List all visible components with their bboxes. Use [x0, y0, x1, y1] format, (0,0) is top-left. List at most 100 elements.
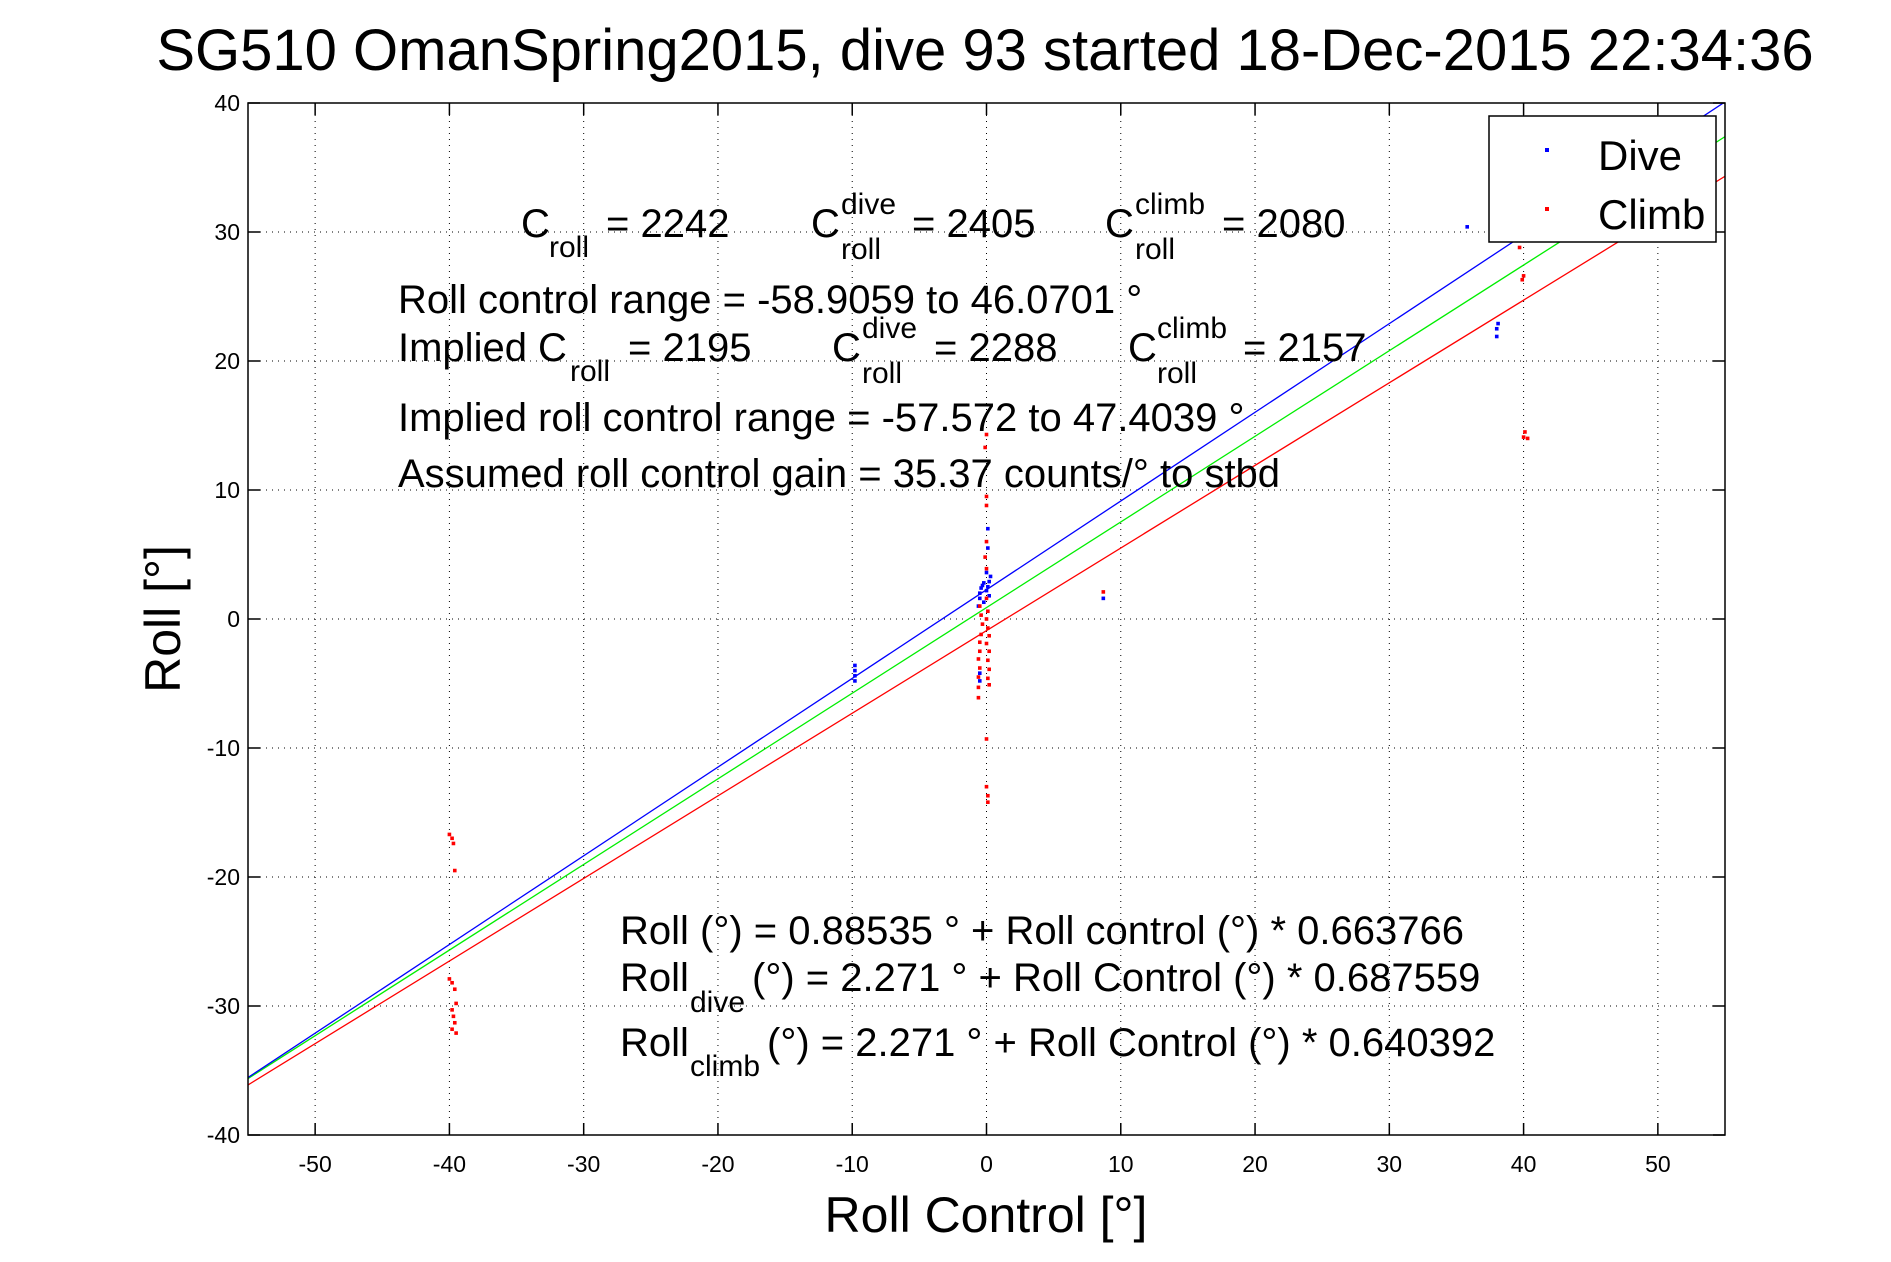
data-point-dive — [853, 668, 857, 673]
y-tick-label: -10 — [207, 735, 240, 761]
data-point-climb — [1521, 435, 1526, 439]
fit-dive-rest: (°) = 2.271 ° + Roll Control (°) * 0.687… — [752, 956, 1480, 1000]
data-point-climb — [450, 836, 454, 841]
x-tick-label: -30 — [567, 1151, 600, 1177]
implied-c-climb-value: = 2157 — [1243, 326, 1366, 370]
implied-c-dive-annotation: C dive roll = 2288 — [832, 312, 1057, 390]
y-tick-label: 20 — [214, 348, 240, 374]
x-tick-label: -20 — [701, 1151, 734, 1177]
data-point-dive — [982, 581, 986, 585]
data-point-climb — [977, 666, 982, 670]
implied-c-roll-value: = 2195 — [628, 326, 751, 370]
data-point-climb — [987, 649, 991, 654]
data-point-dive — [853, 673, 857, 678]
fit-climb-sub: climb — [690, 1050, 760, 1083]
data-point-dive — [987, 593, 991, 598]
data-point-climb — [452, 987, 457, 992]
data-point-climb — [986, 658, 990, 663]
c-roll-dive-sup: dive — [841, 188, 896, 221]
data-point-climb — [984, 737, 989, 741]
data-point-climb — [977, 649, 982, 654]
c-roll-dive-sub: roll — [841, 233, 881, 266]
data-point-climb — [976, 695, 981, 700]
c-roll-climb-base: C — [1105, 202, 1134, 246]
c-roll-annotation: C roll = 2242 — [521, 202, 729, 264]
data-point-dive — [979, 586, 983, 590]
data-point-climb — [447, 977, 452, 981]
implied-c-dive-value: = 2288 — [934, 326, 1057, 370]
c-roll-dive-annotation: C dive roll = 2405 — [811, 188, 1035, 266]
data-point-climb — [452, 1020, 457, 1025]
data-point-climb — [984, 784, 989, 789]
data-point-dive — [1101, 596, 1106, 601]
c-roll-climb-annotation: C climb roll = 2080 — [1105, 188, 1345, 266]
data-point-climb — [1101, 590, 1106, 594]
x-tick-label: 40 — [1511, 1151, 1537, 1177]
data-point-dive — [853, 663, 857, 668]
data-point-climb — [984, 539, 989, 544]
y-tick-label: -40 — [207, 1122, 240, 1148]
legend-marker-dive — [1545, 148, 1549, 152]
data-point-climb — [1520, 277, 1525, 282]
data-point-climb — [452, 868, 457, 873]
x-tick-label: -40 — [433, 1151, 466, 1177]
c-roll-dive-value: = 2405 — [912, 202, 1035, 246]
y-tick-label: 30 — [214, 219, 240, 245]
legend-label-climb: Climb — [1598, 191, 1705, 238]
data-point-climb — [980, 622, 985, 626]
data-point-climb — [450, 980, 454, 985]
data-point-dive — [977, 596, 982, 601]
implied-c-annotation: Implied C roll = 2195 — [398, 326, 751, 388]
fit-dive-prefix: Roll — [620, 956, 689, 1000]
data-point-climb — [976, 685, 981, 690]
fit-equation-all: Roll (°) = 0.88535 ° + Roll control (°) … — [620, 909, 1464, 953]
legend-label-dive: Dive — [1598, 132, 1682, 179]
data-point-dive — [853, 679, 857, 683]
data-point-climb — [986, 793, 990, 798]
data-point-dive — [986, 526, 990, 531]
data-point-climb — [979, 632, 983, 637]
x-tick-label: 10 — [1108, 1151, 1134, 1177]
y-tick-label: 40 — [214, 90, 240, 116]
implied-c-dive-base: C — [832, 326, 861, 370]
assumed-gain: Assumed roll control gain = 35.37 counts… — [398, 452, 1280, 496]
data-point-dive — [977, 671, 982, 675]
y-tick-label: -20 — [207, 864, 240, 890]
data-point-dive — [984, 588, 989, 593]
y-axis-label: Roll [°] — [135, 545, 191, 693]
data-point-dive — [986, 584, 990, 589]
x-tick-label: -50 — [299, 1151, 332, 1177]
y-tick-label: 10 — [214, 477, 240, 503]
data-point-climb — [979, 613, 983, 617]
fit-equation-climb: Roll climb (°) = 2.271 ° + Roll Control … — [620, 1021, 1495, 1083]
fit-dive-sub: dive — [690, 986, 745, 1019]
x-tick-label: 30 — [1377, 1151, 1403, 1177]
data-point-dive — [980, 583, 985, 588]
data-point-climb — [987, 682, 991, 687]
y-tick-labels: -40 -30 -20 -10 0 10 20 30 40 — [207, 90, 240, 1148]
x-tick-label: 0 — [980, 1151, 993, 1177]
data-point-dive — [982, 600, 986, 605]
data-point-climb — [984, 566, 989, 571]
c-roll-climb-sup: climb — [1135, 188, 1205, 221]
implied-c-dive-sup: dive — [862, 312, 917, 345]
data-point-dive — [1465, 225, 1469, 229]
c-roll-dive-base: C — [811, 202, 840, 246]
data-point-climb — [977, 604, 982, 608]
implied-c-climb-sub: roll — [1157, 357, 1197, 390]
data-point-dive — [988, 574, 993, 579]
data-point-climb — [1521, 274, 1526, 278]
data-point-climb — [976, 675, 981, 679]
legend: Dive Climb — [1488, 115, 1717, 243]
c-roll-climb-value: = 2080 — [1222, 202, 1345, 246]
data-point-climb — [984, 596, 989, 601]
data-point-climb — [450, 1027, 454, 1032]
data-point-climb — [986, 626, 990, 630]
data-point-climb — [447, 832, 452, 837]
implied-c-dive-sub: roll — [862, 357, 902, 390]
data-point-dive — [977, 591, 982, 595]
data-point-climb — [984, 617, 989, 621]
data-point-climb — [450, 1008, 454, 1012]
legend-box — [1488, 115, 1717, 243]
